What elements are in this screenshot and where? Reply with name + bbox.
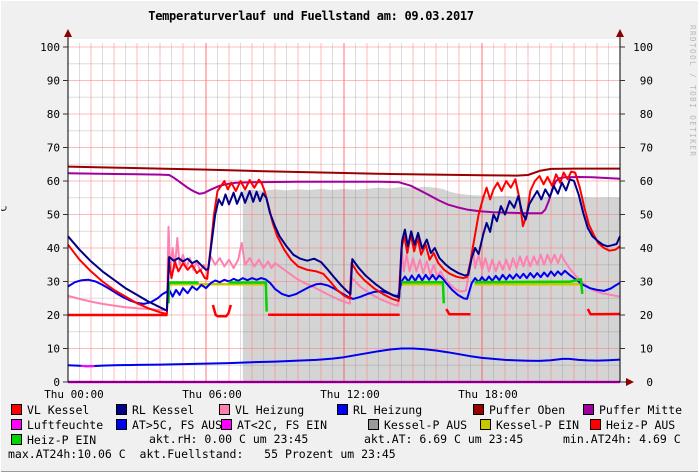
- rrdtool-watermark: RRDTOOL / TOBI OETIKER: [688, 25, 697, 158]
- x-tick-label: Thu 00:00: [44, 388, 104, 401]
- series-puffer-oben: [67, 165, 620, 177]
- x-tick-label: Thu 18:00: [458, 388, 518, 401]
- y-tick-label-right: 70: [640, 142, 653, 155]
- y-tick-label-left: 50: [47, 209, 60, 222]
- series-heiz-p-aus: [445, 308, 471, 316]
- series-heiz-p-ein: [474, 277, 584, 295]
- x-tick-label: Thu 12:00: [320, 388, 380, 401]
- y-tick-label-right: 60: [640, 175, 653, 188]
- y-tick-label-right: 80: [640, 108, 653, 121]
- series-heiz-p-aus: [586, 308, 621, 316]
- y-tick-label-left: 80: [47, 108, 60, 121]
- y-tick-label-left: 100: [40, 41, 60, 54]
- y-tick-label-left: 60: [47, 175, 60, 188]
- series-heiz-p-aus: [211, 304, 233, 318]
- axis-arrow-up-left: [64, 29, 72, 37]
- y-tick-label-right: 30: [640, 276, 653, 289]
- y-tick-label-left: 90: [47, 75, 60, 88]
- y-tick-label-right: 40: [640, 242, 653, 255]
- y-tick-label-left: 0: [53, 376, 60, 389]
- y-tick-label-left: 10: [47, 343, 60, 356]
- series-heiz-p-ein: [229, 281, 268, 312]
- x-tick-label: Thu 06:00: [182, 388, 242, 401]
- y-tick-label-right: 10: [640, 343, 653, 356]
- series-vl-heizung: [67, 225, 621, 312]
- y-tick-label-left: 30: [47, 276, 60, 289]
- chart-title: Temperaturverlauf und Fuellstand am: 09.…: [148, 9, 474, 23]
- y-tick-label-right: 50: [640, 209, 653, 222]
- series-rl-kessel: [67, 178, 621, 312]
- y-tick-label-right: 100: [633, 41, 653, 54]
- y-tick-label-left: 70: [47, 142, 60, 155]
- y-tick-label-right: 20: [640, 309, 653, 322]
- axis-arrow-right: [626, 378, 634, 386]
- y-tick-label-left: 40: [47, 242, 60, 255]
- axis-arrow-up-right: [616, 29, 624, 37]
- series-vl-kessel: [67, 170, 621, 315]
- y-tick-label-right: 90: [640, 75, 653, 88]
- series-at-2c-fs-ein: [80, 364, 95, 368]
- series-at-5c-fs-aus: [67, 347, 621, 368]
- series-heiz-p-ein: [401, 280, 446, 304]
- y-tick-label-right: 0: [646, 376, 653, 389]
- y-tick-label-left: 20: [47, 309, 60, 322]
